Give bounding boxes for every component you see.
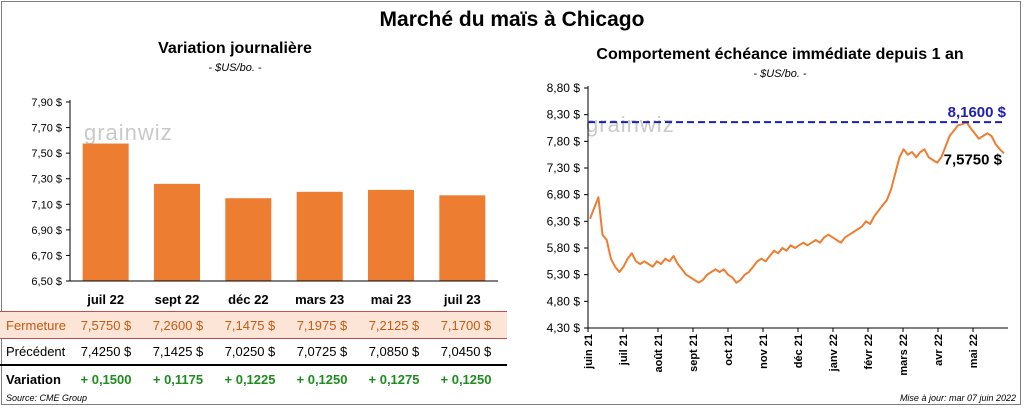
x-category-label: juil 22 — [86, 292, 124, 307]
x-month-label: mars 22 — [898, 334, 910, 376]
price-series-line — [589, 121, 1005, 284]
variation-value: + 0,1250 — [440, 372, 492, 387]
close-value: 7,1475 $ — [224, 318, 276, 333]
x-category-label: juil 23 — [443, 292, 481, 307]
table-row-variation: Variation + 0,1500 + 0,1175 + 0,1225 + 0… — [0, 364, 507, 392]
close-value: 7,2125 $ — [368, 318, 420, 333]
x-category-label: mars 23 — [295, 292, 344, 307]
source-note: Source: CME Group — [6, 393, 88, 403]
y-tick-label: 7,80 $ — [547, 134, 581, 148]
x-month-label: nov 21 — [758, 334, 770, 369]
previous-value: 7,0450 $ — [440, 344, 492, 359]
x-month-label: oct 21 — [723, 334, 735, 366]
bar — [368, 189, 414, 281]
y-tick-label: 6,90 $ — [31, 225, 62, 237]
daily-variation-bar-chart: 7,90 $ 7,70 $ 7,50 $ 7,30 $ 7,10 $ 6,90 $ 6,70… — [31, 97, 498, 307]
row-label-previous: Précédent — [6, 344, 66, 359]
y-tick-label: 6,80 $ — [547, 188, 581, 202]
close-value: 7,1975 $ — [296, 318, 348, 333]
front-month-line-chart: 8,80 $ 8,30 $ 7,80 $ 7,30 $ 6,80 $ 6,30 $ 5,80… — [547, 81, 1008, 376]
variation-value: + 0,1500 — [80, 372, 132, 387]
x-month-label: sept 21 — [688, 334, 700, 372]
x-month-label: mai 22 — [968, 334, 980, 368]
x-month-label: janv 22 — [828, 334, 840, 372]
y-tick-label: 7,30 $ — [31, 174, 62, 186]
y-tick-label: 7,50 $ — [31, 148, 62, 160]
table-row-close: Fermeture 7,5750 $ 7,2600 $ 7,1475 $ 7,1… — [0, 311, 507, 339]
bar — [82, 143, 129, 281]
x-month-label: déc 21 — [793, 334, 805, 368]
variation-value: + 0,1225 — [224, 372, 276, 387]
previous-value: 7,0250 $ — [224, 344, 276, 359]
grainwiz-watermark-left: grainwiz — [84, 120, 173, 145]
y-tick-label: 6,70 $ — [31, 250, 62, 262]
y-tick-label: 8,80 $ — [547, 81, 581, 95]
high-reference-label: 8,1600 $ — [948, 104, 1007, 121]
y-tick-label: 4,30 $ — [547, 321, 581, 335]
bar — [296, 191, 343, 281]
previous-value: 7,1425 $ — [152, 344, 204, 359]
close-value: 7,5750 $ — [80, 318, 132, 333]
y-tick-label: 4,80 $ — [547, 294, 581, 308]
close-value: 7,2600 $ — [152, 318, 204, 333]
update-note: Mise à jour: mar 07 juin 2022 — [899, 393, 1016, 403]
x-month-label: juin 21 — [583, 334, 595, 370]
variation-value: + 0,1175 — [152, 372, 204, 387]
y-tick-label: 6,50 $ — [31, 276, 62, 288]
front-month-title: Comportement échéance immédiate depuis 1… — [596, 46, 964, 63]
x-month-label: févr 22 — [863, 334, 875, 369]
previous-value: 7,4250 $ — [80, 344, 132, 359]
y-tick-label: 7,30 $ — [547, 161, 581, 175]
y-tick-label: 7,70 $ — [31, 123, 62, 135]
variation-value: + 0,1250 — [296, 372, 348, 387]
x-category-label: sept 22 — [155, 292, 200, 307]
x-category-label: mai 23 — [371, 292, 411, 307]
y-tick-label: 7,90 $ — [31, 97, 62, 109]
row-label-close: Fermeture — [6, 318, 66, 333]
page-title: Marché du maïs à Chicago — [379, 8, 645, 31]
y-tick-label: 7,10 $ — [31, 199, 62, 211]
table-row-previous: Précédent 7,4250 $ 7,1425 $ 7,0250 $ 7,0… — [0, 338, 507, 364]
y-tick-label: 6,30 $ — [547, 214, 581, 228]
y-tick-label: 5,30 $ — [547, 268, 581, 282]
front-month-units: - $US/bo. - — [753, 68, 807, 80]
x-month-label: avr 22 — [933, 334, 945, 366]
bar — [439, 195, 486, 281]
daily-variation-units: - $US/bo. - — [208, 62, 262, 74]
daily-variation-title: Variation journalière — [158, 40, 312, 57]
previous-value: 7,0725 $ — [296, 344, 348, 359]
y-tick-label: 8,30 $ — [547, 108, 581, 122]
x-month-label: août 21 — [653, 334, 665, 373]
variation-value: + 0,1275 — [368, 372, 420, 387]
grainwiz-watermark-right: grainwiz — [586, 112, 675, 137]
close-value: 7,1700 $ — [440, 318, 492, 333]
x-month-label: juil 21 — [618, 334, 630, 366]
previous-value: 7,0850 $ — [368, 344, 420, 359]
y-tick-label: 5,80 $ — [547, 241, 581, 255]
bar — [154, 183, 200, 281]
bar — [225, 198, 272, 281]
x-category-label: déc 22 — [228, 292, 268, 307]
last-value-label: 7,5750 $ — [944, 151, 1003, 168]
row-label-variation: Variation — [6, 372, 61, 387]
